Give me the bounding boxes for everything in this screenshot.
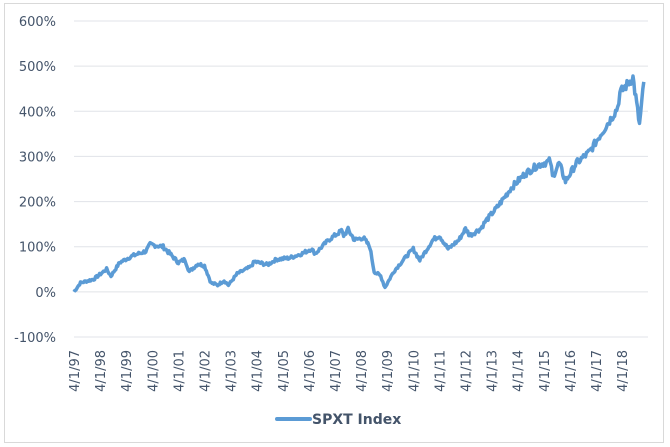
y-axis: 600% 500% 400% 300% 200% 100% 0% -100%: [14, 15, 56, 346]
chart-border: [4, 3, 664, 443]
x-tick-label: 4/1/02: [199, 350, 214, 392]
y-tick-label: 0%: [35, 286, 56, 301]
x-tick-label: 4/1/10: [407, 350, 422, 392]
x-tick-label: 4/1/00: [146, 350, 161, 392]
x-tick-label: 4/1/99: [120, 350, 135, 392]
x-tick-label: 4/1/16: [564, 350, 579, 392]
x-tick-label: 4/1/11: [433, 350, 448, 392]
gridlines: [74, 20, 648, 338]
y-tick-label: 100%: [19, 241, 56, 256]
x-tick-label: 4/1/05: [277, 350, 292, 392]
y-tick-label: 400%: [19, 105, 56, 120]
y-tick-label: 200%: [19, 196, 56, 211]
x-tick-label: 4/1/18: [616, 350, 631, 392]
legend: SPXT Index: [275, 412, 401, 428]
x-tick-label: 4/1/09: [381, 350, 396, 392]
x-tick-label: 4/1/03: [225, 350, 240, 392]
series-line-spxt-index: [72, 74, 646, 293]
series-layer: [72, 74, 646, 293]
x-tick-label: 4/1/98: [94, 350, 109, 392]
y-tick-label: 500%: [19, 60, 56, 75]
y-tick-label: 600%: [19, 15, 56, 30]
x-tick-label: 4/1/04: [251, 350, 266, 392]
y-tick-label: -100%: [14, 331, 56, 346]
x-tick-label: 4/1/13: [486, 350, 501, 392]
x-tick-label: 4/1/97: [68, 350, 83, 392]
legend-label: SPXT Index: [312, 412, 401, 428]
x-tick-label: 4/1/01: [172, 350, 187, 392]
x-tick-label: 4/1/15: [538, 350, 553, 392]
x-tick-label: 4/1/12: [460, 350, 475, 392]
x-tick-label: 4/1/17: [590, 350, 605, 392]
x-tick-label: 4/1/08: [355, 350, 370, 392]
x-tick-label: 4/1/14: [512, 350, 527, 392]
y-tick-label: 300%: [19, 150, 56, 165]
x-axis: 4/1/97 4/1/98 4/1/99 4/1/00 4/1/01 4/1/02 4/1/…: [68, 350, 631, 392]
x-tick-label: 4/1/07: [329, 350, 344, 392]
x-tick-label: 4/1/06: [303, 350, 318, 392]
